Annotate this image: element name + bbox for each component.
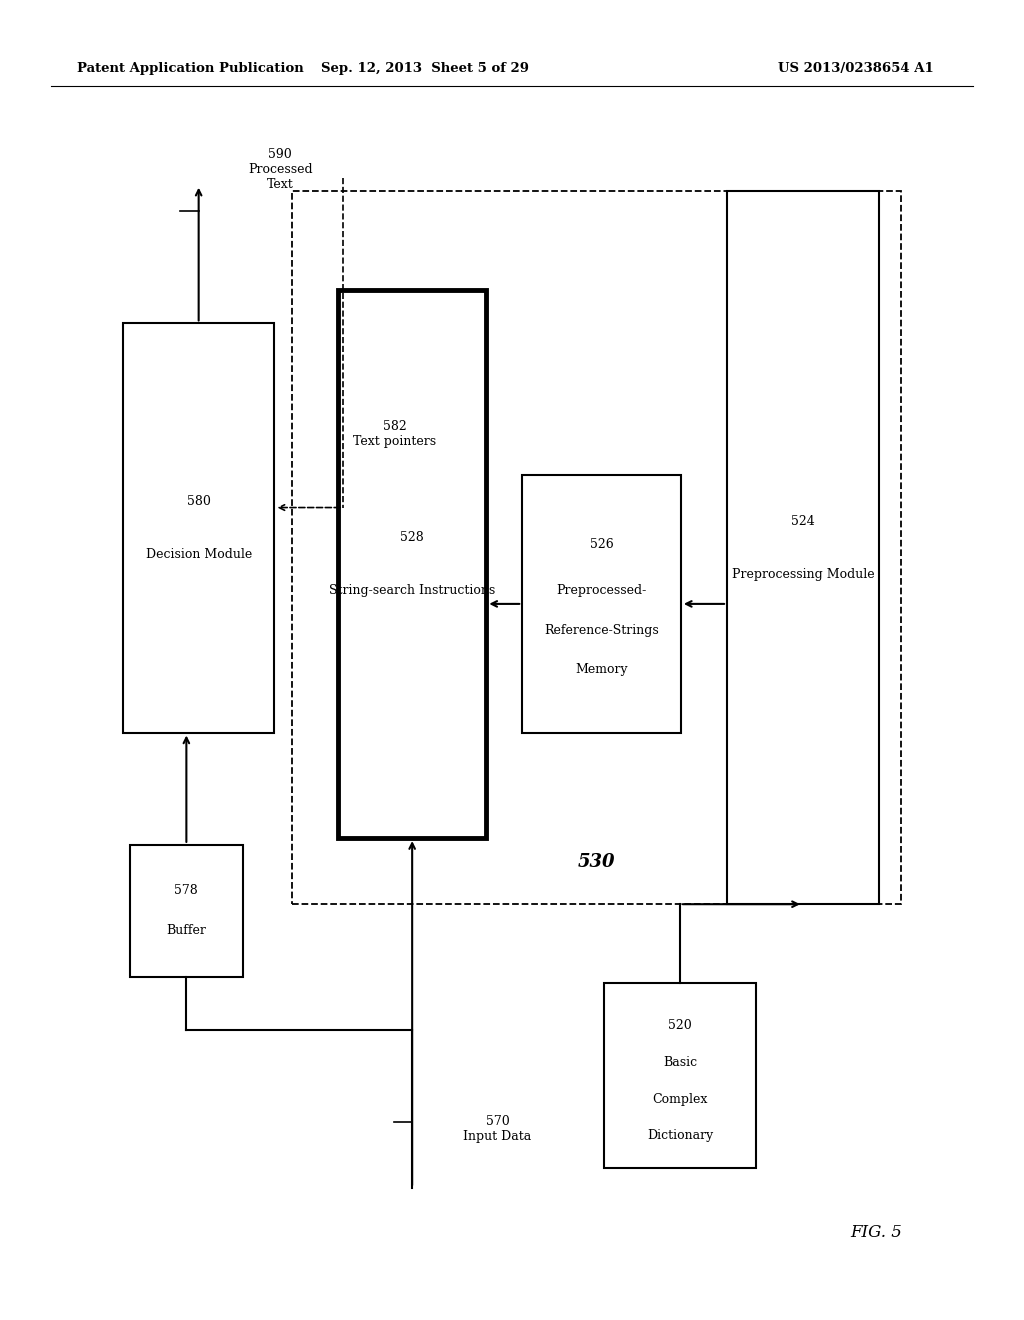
Text: 520: 520 — [668, 1019, 692, 1032]
Text: 530: 530 — [578, 853, 615, 871]
Text: 528: 528 — [400, 532, 424, 544]
Text: 590
Processed
Text: 590 Processed Text — [248, 148, 312, 191]
Text: 526: 526 — [590, 539, 613, 550]
Text: FIG. 5: FIG. 5 — [850, 1224, 902, 1241]
Text: Preprocessing Module: Preprocessing Module — [731, 568, 874, 581]
Bar — [522, 475, 681, 733]
Text: Reference-Strings: Reference-Strings — [544, 624, 659, 636]
Text: Memory: Memory — [575, 664, 628, 676]
Text: Decision Module: Decision Module — [145, 548, 252, 561]
Bar — [292, 191, 901, 904]
Text: Sep. 12, 2013  Sheet 5 of 29: Sep. 12, 2013 Sheet 5 of 29 — [321, 62, 529, 75]
Text: Patent Application Publication: Patent Application Publication — [77, 62, 303, 75]
Text: Basic: Basic — [663, 1056, 697, 1069]
Bar — [338, 290, 486, 838]
Text: 524: 524 — [791, 515, 815, 528]
Text: 582
Text pointers: 582 Text pointers — [353, 420, 436, 447]
Text: Buffer: Buffer — [167, 924, 206, 937]
Bar — [123, 323, 274, 733]
Text: 580: 580 — [186, 495, 211, 508]
Bar — [130, 845, 243, 977]
Text: US 2013/0238654 A1: US 2013/0238654 A1 — [778, 62, 934, 75]
Text: Preprocessed-: Preprocessed- — [556, 585, 647, 597]
Text: Dictionary: Dictionary — [647, 1129, 713, 1142]
Bar — [727, 191, 879, 904]
Text: 578: 578 — [174, 884, 199, 898]
Bar — [604, 983, 756, 1168]
Text: Complex: Complex — [652, 1093, 708, 1106]
Text: String-search Instructions: String-search Instructions — [329, 585, 496, 597]
Text: 570
Input Data: 570 Input Data — [463, 1114, 531, 1143]
